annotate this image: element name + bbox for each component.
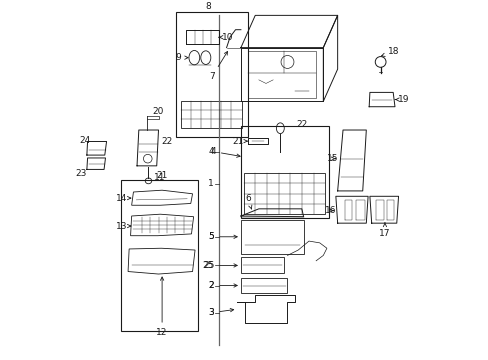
- Text: 16: 16: [325, 206, 336, 215]
- Text: 23: 23: [75, 168, 86, 177]
- Bar: [241, 220, 303, 253]
- Text: 4: 4: [210, 147, 240, 157]
- Text: 10: 10: [218, 33, 233, 42]
- Text: 25: 25: [202, 261, 214, 270]
- Text: 7: 7: [209, 51, 227, 81]
- Text: 21: 21: [232, 136, 246, 145]
- Text: 5: 5: [208, 232, 214, 241]
- Bar: [176, 12, 247, 137]
- Text: 2: 2: [208, 281, 214, 290]
- Text: 18: 18: [381, 48, 399, 57]
- Bar: [121, 180, 198, 330]
- Bar: [241, 257, 284, 273]
- Text: 14: 14: [116, 194, 130, 203]
- Text: 15: 15: [326, 154, 338, 163]
- Text: 4: 4: [208, 147, 214, 156]
- Bar: [241, 278, 287, 293]
- Text: 21: 21: [156, 171, 168, 180]
- Text: 22: 22: [296, 120, 307, 129]
- Text: 24: 24: [79, 136, 90, 145]
- Bar: [241, 126, 328, 218]
- Text: 5: 5: [208, 232, 237, 241]
- Text: 3: 3: [208, 308, 233, 317]
- Text: 9: 9: [175, 53, 188, 62]
- Text: 8: 8: [205, 2, 211, 11]
- Text: 19: 19: [394, 95, 408, 104]
- Text: 1: 1: [208, 179, 214, 188]
- Text: 3: 3: [208, 308, 214, 317]
- Text: 12: 12: [156, 277, 167, 337]
- Bar: [244, 173, 325, 214]
- Text: 22: 22: [161, 137, 172, 146]
- Text: 11: 11: [153, 173, 164, 182]
- Text: 2: 2: [208, 281, 237, 290]
- Text: 25: 25: [203, 261, 237, 270]
- Text: 13: 13: [116, 221, 130, 230]
- Text: 20: 20: [152, 107, 163, 116]
- Text: 17: 17: [378, 223, 390, 238]
- Bar: [181, 102, 241, 128]
- Text: 6: 6: [244, 194, 251, 209]
